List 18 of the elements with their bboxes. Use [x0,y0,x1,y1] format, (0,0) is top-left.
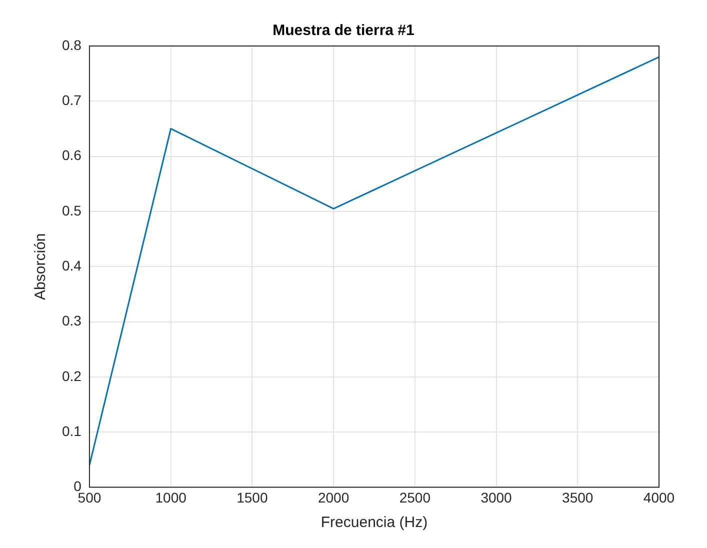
y-tick-label: 0.5 [62,202,82,218]
x-axis-title: Frecuencia (Hz) [320,514,428,532]
x-tick-label: 3500 [562,489,594,506]
y-tick-label: 0.7 [62,92,82,108]
y-tick-label: 0.6 [62,147,82,164]
x-tick-label: 1500 [236,489,268,506]
y-tick-label: 0.4 [62,257,82,274]
y-tick-label: 0.3 [62,312,82,329]
y-axis-title: Absorción [32,233,50,300]
x-tick-label: 3000 [480,489,512,506]
chart-title: Muestra de tierra #1 [272,22,414,40]
y-tick-label: 0.2 [62,368,82,384]
x-tick-label: 2500 [399,489,431,506]
x-tick-label: 1000 [155,489,187,506]
x-tick-label: 2000 [318,489,350,506]
y-tick-label: 0.8 [62,36,82,53]
x-tick-label: 4000 [643,489,675,506]
y-tick-label: 0.1 [62,422,82,439]
